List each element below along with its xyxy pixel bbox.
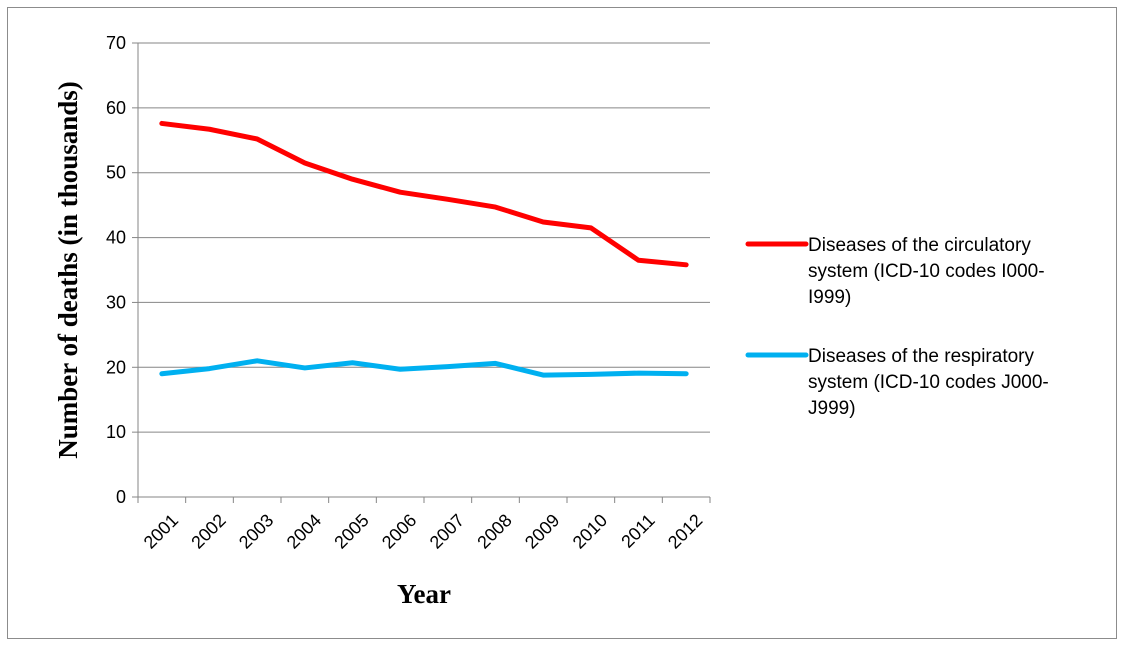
legend-label: J999) <box>808 398 856 419</box>
x-tick-label: 2004 <box>283 510 325 552</box>
legend-label: system (ICD-10 codes I000- <box>808 261 1045 282</box>
series-line-2 <box>159 358 689 378</box>
y-tick-label: 40 <box>106 228 126 248</box>
y-tick-label: 20 <box>106 357 126 377</box>
x-tick-label: 2006 <box>378 510 420 552</box>
x-tick-label: 2003 <box>235 510 277 552</box>
x-tick-label: 2007 <box>426 510 468 552</box>
x-tick-label: 2010 <box>569 510 611 552</box>
chart-frame <box>7 7 1117 639</box>
legend-label: I999) <box>808 287 851 308</box>
legend: Diseases of the circulatory system (ICD-1… <box>745 235 1049 419</box>
series-lines <box>159 120 689 378</box>
y-axis-title: Number of deaths (in thousands) <box>53 81 83 459</box>
gridlines <box>138 42 710 433</box>
x-tick-label: 2009 <box>521 510 563 552</box>
y-tick-label: 50 <box>106 163 126 183</box>
y-tick-label: 70 <box>106 33 126 53</box>
x-tick-label: 2008 <box>473 510 515 552</box>
x-tick-label: 2012 <box>664 510 706 552</box>
axes <box>132 42 711 503</box>
x-tick-label: 2002 <box>187 510 229 552</box>
x-tick-label: 2001 <box>140 510 182 552</box>
y-tick-label: 60 <box>106 98 126 118</box>
y-tick-labels: 0 10 20 30 40 50 60 70 <box>106 33 126 507</box>
series-line-1 <box>159 120 689 268</box>
y-tick-label: 10 <box>106 422 126 442</box>
legend-label: Diseases of the respiratory <box>808 346 1034 367</box>
x-tick-labels: 2001 2002 2003 2004 2005 2006 2007 2008 2009 2010… <box>140 510 707 552</box>
y-tick-label: 30 <box>106 292 126 312</box>
y-tick-label: 0 <box>116 487 126 507</box>
x-axis-title: Year <box>397 579 451 609</box>
x-tick-label: 2005 <box>330 510 372 552</box>
legend-label: system (ICD-10 codes J000- <box>808 372 1049 393</box>
x-tick-label: 2011 <box>617 510 659 552</box>
legend-label: Diseases of the circulatory <box>808 235 1031 256</box>
